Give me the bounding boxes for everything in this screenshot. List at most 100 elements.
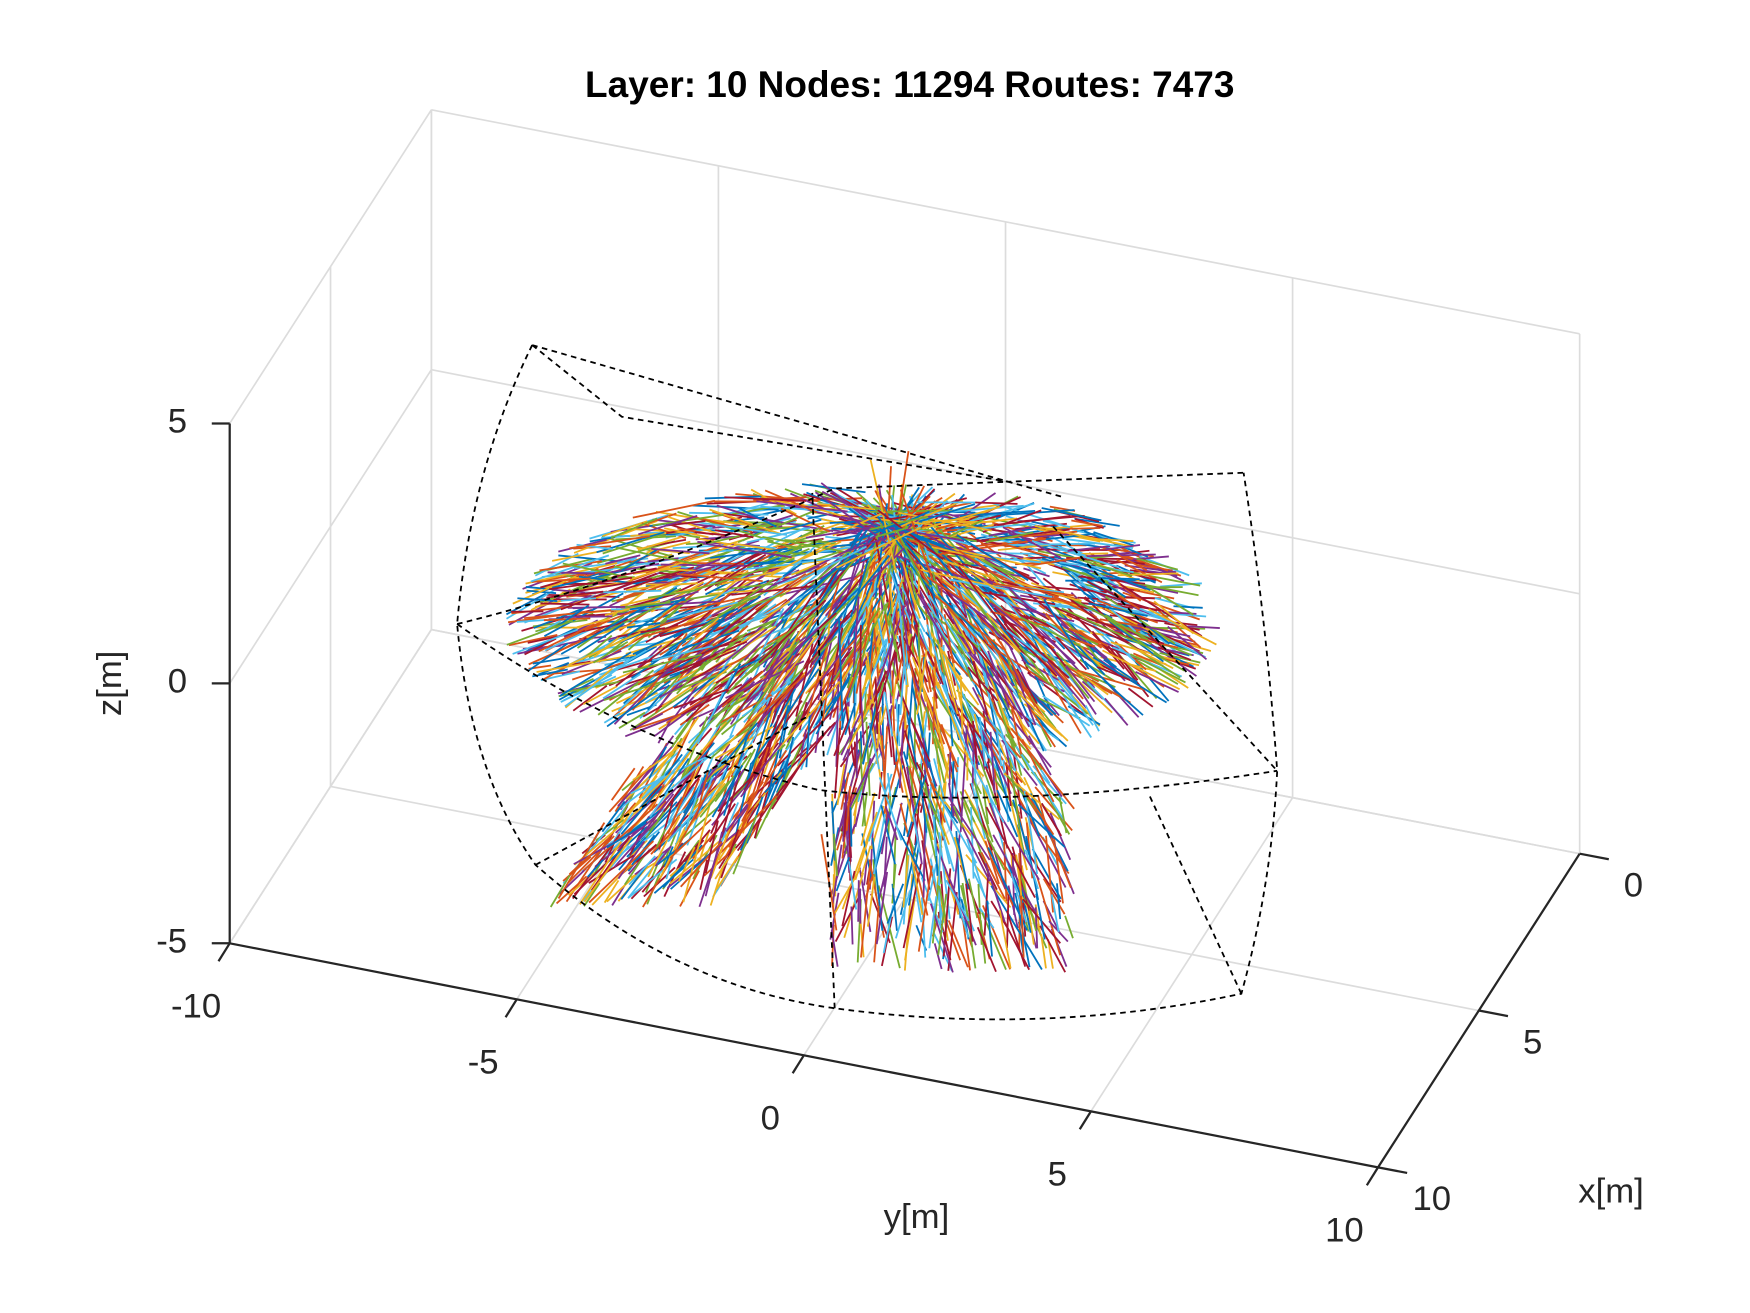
route-line bbox=[895, 698, 901, 747]
route-line bbox=[714, 718, 732, 737]
route-line bbox=[711, 764, 744, 818]
route-line bbox=[795, 561, 844, 606]
route-line bbox=[932, 696, 950, 779]
route-line bbox=[990, 602, 1026, 632]
route-line bbox=[932, 646, 937, 745]
route-line bbox=[852, 596, 860, 678]
route-line bbox=[680, 749, 704, 782]
route-line bbox=[1011, 853, 1016, 915]
route-line bbox=[859, 638, 888, 705]
route-line bbox=[959, 678, 964, 735]
route-line bbox=[954, 896, 970, 938]
route-line bbox=[560, 605, 648, 655]
route-line bbox=[663, 757, 690, 796]
x-tick bbox=[1478, 1009, 1509, 1018]
route-line bbox=[628, 855, 656, 886]
route-line bbox=[1077, 596, 1113, 601]
route-line bbox=[901, 605, 910, 652]
route-line bbox=[663, 786, 695, 833]
route-line bbox=[879, 592, 900, 669]
route-line bbox=[926, 732, 931, 768]
route-line bbox=[866, 652, 875, 704]
route-line bbox=[973, 781, 994, 843]
route-line bbox=[918, 503, 976, 523]
route-line bbox=[672, 780, 715, 856]
route-line bbox=[1023, 567, 1050, 578]
route-line bbox=[687, 768, 736, 816]
route-line bbox=[1057, 676, 1094, 726]
route-line bbox=[1034, 524, 1134, 548]
route-line bbox=[968, 723, 994, 786]
route-line bbox=[914, 739, 946, 823]
route-line bbox=[896, 531, 929, 593]
route-line bbox=[603, 675, 680, 702]
route-line bbox=[669, 833, 729, 885]
route-line bbox=[785, 626, 826, 703]
route-line bbox=[637, 536, 682, 551]
route-line bbox=[986, 665, 1012, 719]
route-line bbox=[925, 706, 949, 773]
route-line bbox=[1147, 586, 1194, 616]
route-line bbox=[934, 595, 1005, 651]
frustum-outline bbox=[535, 492, 1278, 1009]
route-line bbox=[771, 565, 820, 587]
route-line bbox=[957, 580, 1022, 653]
route-line bbox=[841, 822, 874, 910]
route-line bbox=[998, 910, 1012, 969]
route-line bbox=[834, 893, 862, 942]
route-line bbox=[888, 614, 901, 662]
route-line bbox=[699, 859, 708, 890]
route-line bbox=[602, 520, 648, 537]
route-line bbox=[833, 833, 839, 877]
route-line bbox=[657, 642, 703, 681]
route-line bbox=[1173, 605, 1203, 609]
route-line bbox=[559, 660, 591, 668]
route-line bbox=[626, 796, 686, 858]
route-line bbox=[1104, 595, 1176, 645]
route-line bbox=[851, 622, 884, 729]
route-line bbox=[939, 798, 978, 864]
route-line bbox=[656, 590, 699, 605]
route-line bbox=[874, 678, 879, 735]
route-line bbox=[632, 499, 716, 519]
route-line bbox=[753, 608, 785, 668]
route-line bbox=[973, 713, 983, 751]
route-line bbox=[866, 876, 876, 927]
route-line bbox=[987, 650, 1010, 708]
route-line bbox=[693, 617, 720, 641]
route-line bbox=[677, 716, 709, 788]
route-line bbox=[1058, 797, 1068, 834]
route-line bbox=[704, 831, 724, 897]
sensor-frustum bbox=[456, 344, 1279, 1021]
route-line bbox=[857, 880, 860, 922]
route-line bbox=[950, 578, 1053, 598]
route-line bbox=[1106, 617, 1165, 660]
route-line bbox=[1002, 526, 1062, 559]
route-line bbox=[784, 539, 829, 544]
route-line bbox=[907, 569, 920, 606]
route-line bbox=[664, 527, 709, 539]
route-line bbox=[992, 556, 1041, 564]
axes: -5 0 5 -10 -5 0 5 10 0 5 10 bbox=[156, 403, 1643, 1250]
route-line bbox=[830, 929, 839, 967]
route-line bbox=[1069, 583, 1158, 612]
chart-title: Layer: 10 Nodes: 11294 Routes: 7473 bbox=[585, 64, 1234, 105]
route-line bbox=[568, 836, 611, 875]
route-line bbox=[868, 622, 875, 668]
route-line bbox=[996, 664, 1030, 728]
y-tick-label: 5 bbox=[1048, 1155, 1067, 1193]
route-line bbox=[645, 544, 721, 575]
route-line bbox=[843, 698, 856, 767]
route-line bbox=[704, 820, 719, 874]
route-line bbox=[843, 791, 848, 838]
route-line bbox=[715, 855, 739, 890]
route-line bbox=[1012, 685, 1046, 713]
route-line bbox=[536, 653, 636, 673]
route-line bbox=[714, 529, 754, 539]
route-line bbox=[813, 595, 856, 638]
route-line bbox=[849, 560, 869, 618]
route-line bbox=[967, 651, 1008, 695]
route-line bbox=[572, 606, 606, 610]
x-tick-label: 10 bbox=[1412, 1180, 1451, 1218]
route-line bbox=[975, 501, 1018, 505]
